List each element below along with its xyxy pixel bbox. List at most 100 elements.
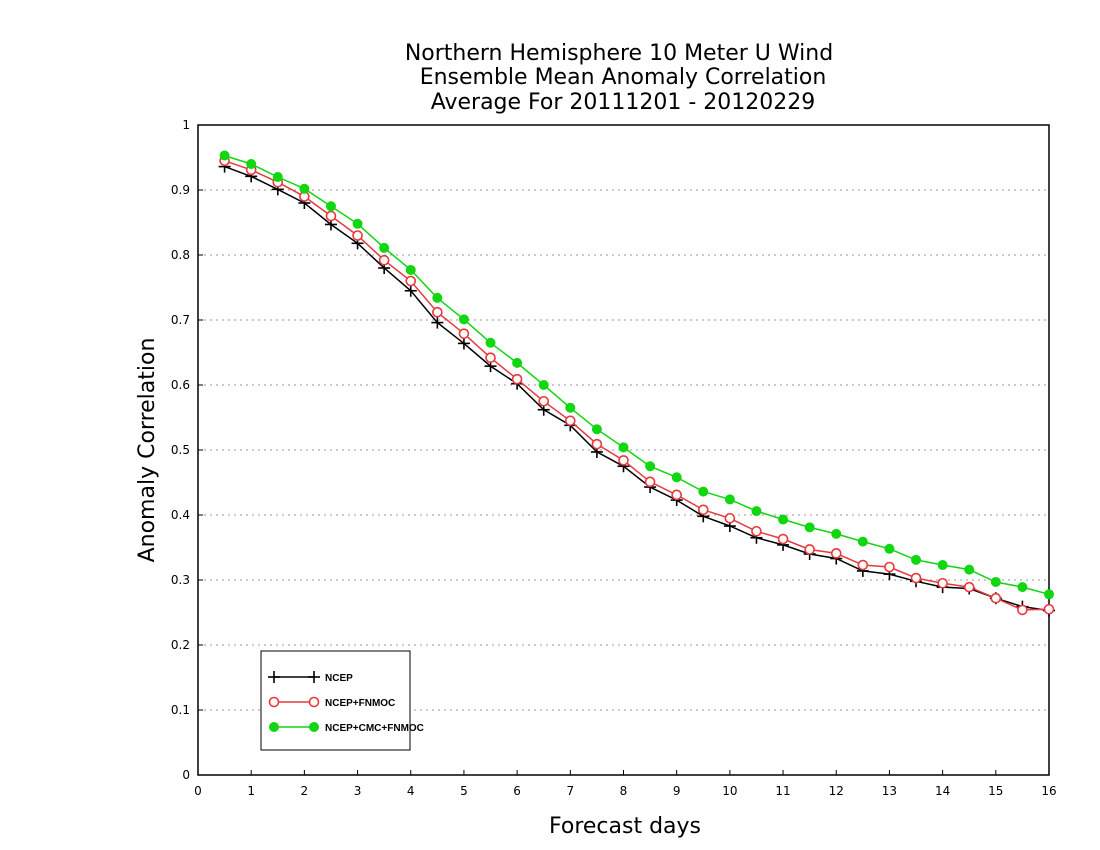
- ncep-fnmoc-series-point: [751, 525, 762, 537]
- ncep-cmc-fnmoc-series-point: [618, 442, 629, 453]
- ncep-fnmoc-series-point: [990, 592, 1002, 604]
- ncep-cmc-fnmoc-series: [219, 150, 1054, 600]
- ncep-cmc-fnmoc-series-point: [379, 242, 390, 253]
- x-tick-label: 11: [775, 784, 790, 798]
- ncep-cmc-fnmoc-series-point: [485, 337, 496, 348]
- y-axis-label: Anomaly Correlation: [135, 338, 160, 563]
- ncep-cmc-fnmoc-series-point: [698, 486, 709, 497]
- ncep-cmc-fnmoc-series-point: [671, 472, 682, 483]
- ncep-cmc-fnmoc-series-point: [512, 357, 523, 368]
- chart-title: Northern Hemisphere 10 Meter U Wind Ense…: [405, 41, 833, 115]
- chart-title-line-3: Average For 20111201 - 20120229: [431, 90, 816, 115]
- ncep-fnmoc-series-point: [724, 512, 736, 524]
- legend-label: NCEP+FNMOC: [325, 698, 395, 709]
- ncep-cmc-fnmoc-series-point: [990, 576, 1001, 587]
- ncep-fnmoc-series-point: [485, 352, 496, 364]
- ncep-cmc-fnmoc-series-point: [458, 314, 469, 325]
- y-tick-label: 0.4: [171, 508, 190, 522]
- y-tick-label: 1: [182, 118, 190, 132]
- y-tick-label: 0.8: [171, 248, 190, 262]
- ncep-cmc-fnmoc-series-point: [778, 514, 789, 525]
- legend-entry-ncep-fnmoc: NCEP+FNMOC: [268, 696, 395, 709]
- x-tick-label: 6: [513, 784, 521, 798]
- legend-label: NCEP: [325, 673, 353, 684]
- y-tick-label: 0.2: [171, 638, 190, 652]
- ncep-fnmoc-series-point: [511, 373, 523, 385]
- legend-ncep-point: [268, 671, 280, 683]
- ncep-cmc-fnmoc-series-point: [911, 554, 922, 565]
- ncep-cmc-fnmoc-series-point: [246, 159, 257, 169]
- ncep-fnmoc-series-point: [910, 572, 922, 584]
- ncep-fnmoc-series-point: [405, 275, 417, 287]
- y-tick-label: 0.5: [171, 443, 190, 457]
- legend-entry-ncep: NCEP: [268, 671, 353, 684]
- x-tick-label: 5: [460, 784, 468, 798]
- ncep-series-point: [404, 284, 417, 297]
- ncep-cmc-fnmoc-series-point: [937, 560, 948, 571]
- ncep-fnmoc-series-point: [618, 455, 629, 466]
- ncep-cmc-fnmoc-series-point: [299, 183, 310, 194]
- x-tick-label: 9: [673, 784, 681, 798]
- ncep-fnmoc-series-point: [325, 210, 337, 222]
- x-tick-label: 12: [829, 784, 844, 798]
- ncep-cmc-fnmoc-series-point: [831, 528, 842, 539]
- x-axis-label: Forecast days: [549, 814, 701, 839]
- ncep-fnmoc-series: [219, 155, 1055, 616]
- x-tick-label: 16: [1041, 784, 1056, 798]
- legend-ncep-cmc-fnmoc-point: [269, 722, 279, 732]
- ncep-cmc-fnmoc-series-point: [538, 380, 549, 390]
- ncep-cmc-fnmoc-series-point: [884, 543, 895, 554]
- legend-ncep-fnmoc-point: [268, 696, 280, 708]
- y-tick-label: 0.3: [171, 573, 190, 587]
- x-tick-label: 13: [882, 784, 897, 798]
- ncep-cmc-fnmoc-series-point: [964, 564, 975, 575]
- grid: [198, 189, 1049, 711]
- ncep-fnmoc-series-point: [352, 230, 363, 241]
- ncep-fnmoc-series-point: [857, 559, 869, 571]
- x-tick-label: 1: [247, 784, 255, 798]
- x-tick-label: 0: [194, 784, 202, 798]
- x-tick-label: 14: [935, 784, 950, 798]
- ncep-cmc-fnmoc-series-point: [804, 522, 815, 533]
- ncep-fnmoc-series-point: [591, 438, 603, 450]
- ncep-cmc-fnmoc-series-point: [272, 172, 283, 182]
- y-tick-label: 0.7: [171, 313, 190, 327]
- y-tick-label: 0.6: [171, 378, 190, 392]
- ncep-fnmoc-series-point: [697, 504, 709, 516]
- legend-label: NCEP+CMC+FNMOC: [325, 723, 424, 734]
- ncep-cmc-fnmoc-series-point: [325, 201, 336, 212]
- ncep-cmc-fnmoc-series-point: [1017, 582, 1028, 593]
- y-tick-label: 0.9: [171, 183, 190, 197]
- x-tick-label: 10: [722, 784, 737, 798]
- ncep-fnmoc-series-point: [565, 415, 576, 427]
- x-tick-label: 8: [620, 784, 628, 798]
- ncep-cmc-fnmoc-series-point: [1044, 589, 1054, 600]
- ncep-fnmoc-series-point: [644, 476, 656, 488]
- ncep-fnmoc-series-point: [671, 489, 682, 501]
- ncep-fnmoc-series-point: [432, 306, 443, 318]
- x-tick-label: 7: [566, 784, 574, 798]
- chart-title-line-2: Ensemble Mean Anomaly Correlation: [420, 65, 827, 90]
- ncep-cmc-fnmoc-series-line: [224, 154, 1050, 596]
- series: [218, 150, 1055, 617]
- ncep-fnmoc-series-point: [458, 328, 470, 339]
- ncep-fnmoc-series-point: [777, 533, 789, 545]
- ncep-cmc-fnmoc-series-point: [645, 461, 656, 472]
- ncep-cmc-fnmoc-series-point: [857, 536, 868, 547]
- ncep-cmc-fnmoc-series-point: [751, 506, 762, 517]
- axis-ticks: 00.10.20.30.40.50.60.70.80.910 1 2 3 4 5 6 7 8 9 1…: [171, 118, 1057, 798]
- ncep-cmc-fnmoc-series-point: [591, 424, 602, 435]
- ncep-fnmoc-series-point: [963, 581, 975, 593]
- ncep-cmc-fnmoc-series-point: [432, 292, 443, 303]
- ncep-fnmoc-series-point: [1043, 603, 1055, 615]
- legend: NCEP NCEP+FNMOC NCEP+CMC+FNMOC: [260, 650, 424, 751]
- legend-ncep-cmc-fnmoc-point: [309, 722, 319, 732]
- y-tick-label: 0.1: [171, 703, 190, 717]
- ncep-series: [218, 160, 1055, 617]
- ncep-fnmoc-series-point: [937, 577, 948, 589]
- ncep-cmc-fnmoc-series-point: [219, 150, 230, 161]
- ncep-fnmoc-series-point: [378, 254, 390, 266]
- ncep-cmc-fnmoc-series-point: [352, 218, 363, 229]
- legend-ncep-fnmoc-point: [308, 696, 320, 708]
